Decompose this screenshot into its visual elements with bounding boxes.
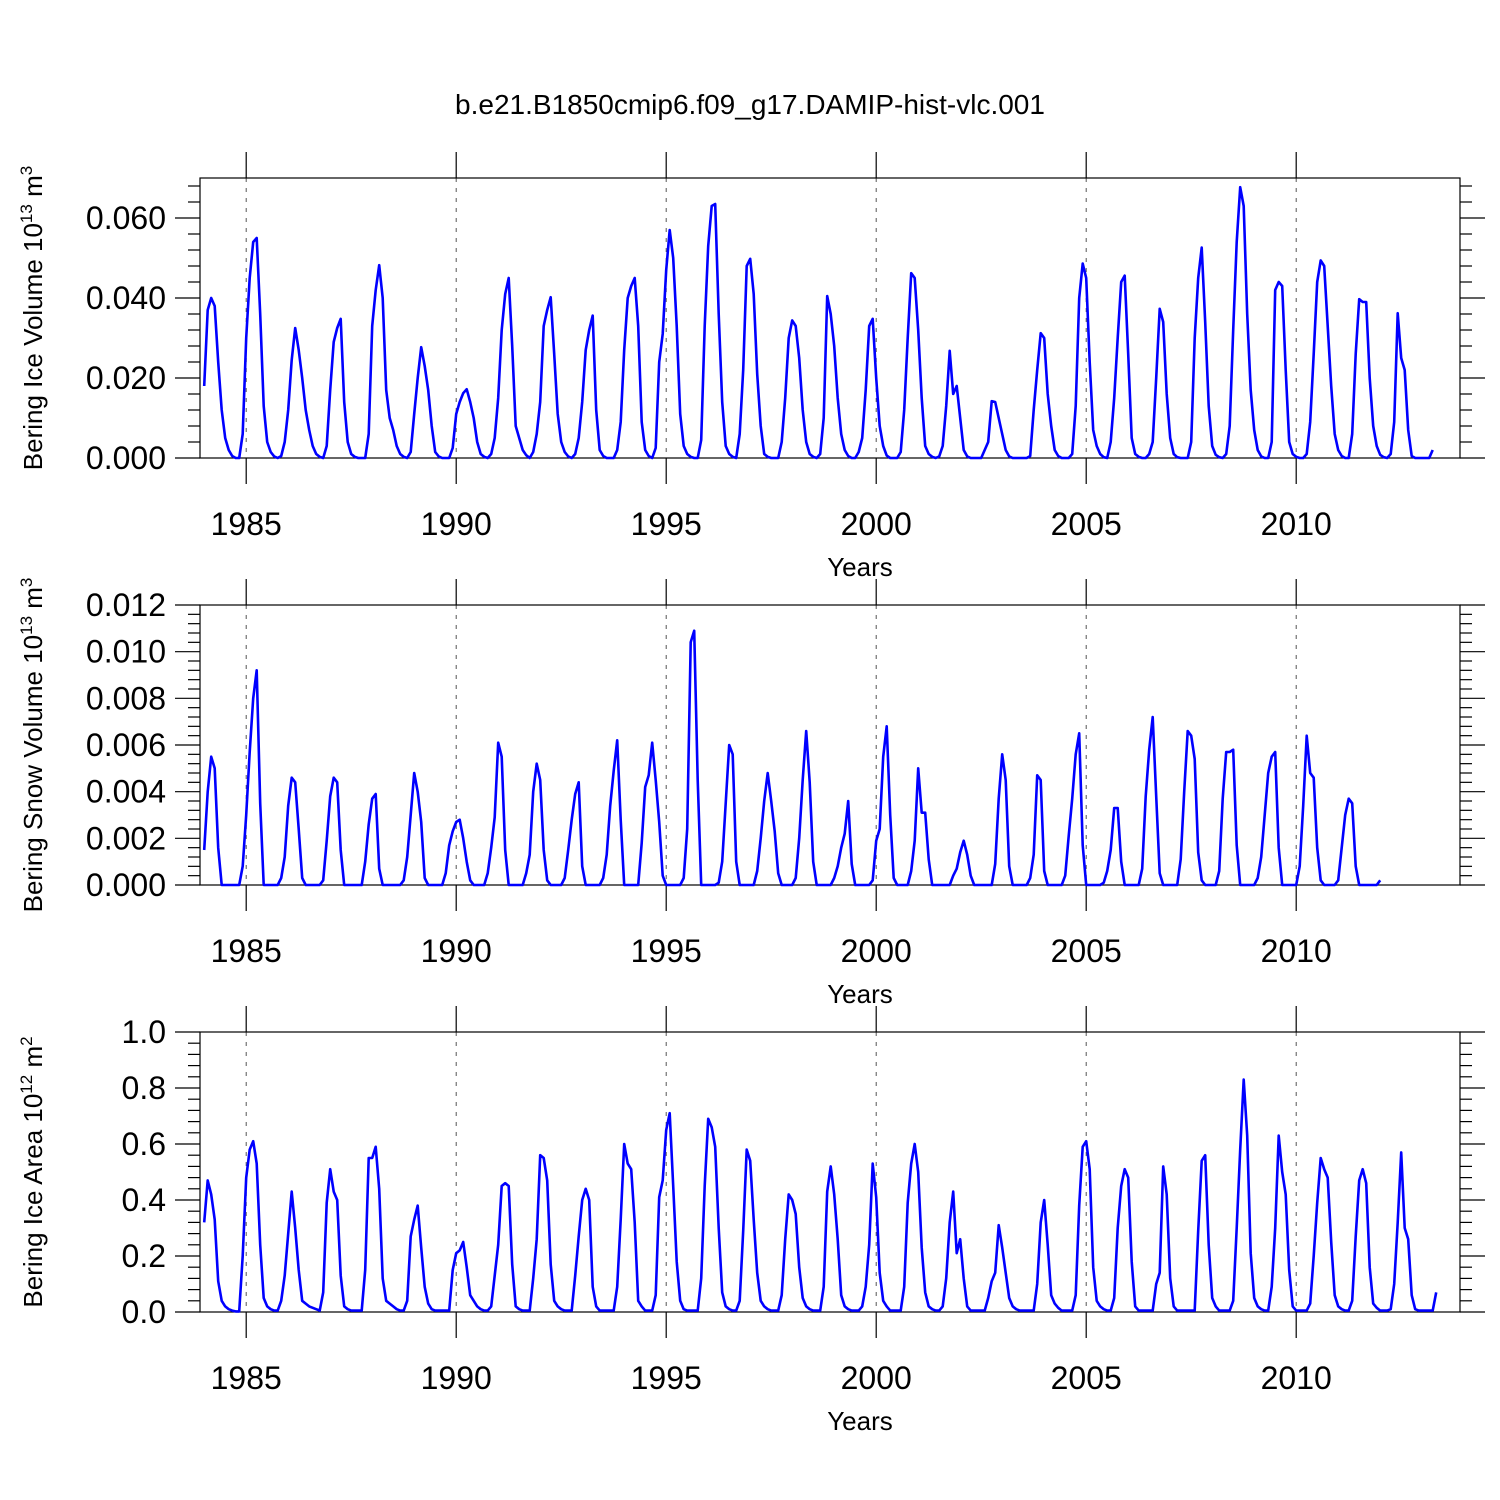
x-tick-label: 2000 — [841, 506, 912, 542]
y-axis-title: Bering Ice Area 1012 m2 — [17, 1036, 48, 1307]
y-tick-label: 0.006 — [86, 727, 166, 763]
y-tick-label: 1.0 — [122, 1014, 166, 1050]
y-tick-label: 0.4 — [122, 1182, 166, 1218]
x-tick-label: 1990 — [421, 933, 492, 969]
y-tick-label: 0.2 — [122, 1238, 166, 1274]
series-line-ice-area — [202, 1078, 1438, 1313]
figure-title: b.e21.B1850cmip6.f09_g17.DAMIP-hist-vlc.… — [455, 89, 1045, 120]
x-tick-label: 2005 — [1051, 933, 1122, 969]
x-tick-label: 1995 — [631, 933, 702, 969]
x-tick-label: 2005 — [1051, 506, 1122, 542]
y-axis-title: Bering Ice Volume 1013 m3 — [17, 166, 48, 470]
x-axis-title: Years — [827, 979, 893, 1009]
plot-frame — [199, 1031, 1461, 1313]
x-axis-title: Years — [827, 552, 893, 582]
x-tick-label: 1990 — [421, 1360, 492, 1396]
series-line-snow-volume — [202, 629, 1382, 887]
x-tick-label: 2010 — [1261, 1360, 1332, 1396]
y-tick-label: 0.002 — [86, 820, 166, 856]
panel-ice-volume: 1985 1990 1995 2000 2005 2010 0.000 0.020 0.040 0… — [17, 152, 1485, 582]
y-tick-label: 0.060 — [86, 200, 166, 236]
x-tick-label: 2000 — [841, 1360, 912, 1396]
panel-ice-area: 1985 1990 1995 2000 2005 2010 0.0 0.2 0.4 0.6 0.8 1… — [17, 1006, 1485, 1436]
plot-frame — [199, 177, 1461, 459]
y-tick-label: 0.0 — [122, 1294, 166, 1330]
y-tick-label: 0.8 — [122, 1070, 166, 1106]
y-tick-label: 0.004 — [86, 774, 166, 810]
y-tick-label: 0.000 — [86, 440, 166, 476]
x-tick-label: 1985 — [211, 506, 282, 542]
x-tick-label: 2010 — [1261, 506, 1332, 542]
y-axis-title: Bering Snow Volume 1013 m3 — [17, 578, 48, 913]
panels: 1985 1990 1995 2000 2005 2010 0.000 0.020 0.040 0… — [17, 152, 1485, 1436]
y-tick-label: 0.000 — [86, 867, 166, 903]
series-line-ice-volume — [202, 185, 1434, 460]
plot-frame — [199, 604, 1461, 886]
x-tick-label: 2010 — [1261, 933, 1332, 969]
panel-snow-volume: 1985 1990 1995 2000 2005 2010 0.000 0.002 0.004 0… — [17, 578, 1485, 1009]
y-tick-label: 0.040 — [86, 280, 166, 316]
x-tick-label: 1990 — [421, 506, 492, 542]
x-tick-label: 1985 — [211, 1360, 282, 1396]
y-tick-label: 0.020 — [86, 360, 166, 396]
x-tick-label: 2000 — [841, 933, 912, 969]
x-tick-label: 1995 — [631, 506, 702, 542]
x-tick-label: 1985 — [211, 933, 282, 969]
x-axis-title: Years — [827, 1406, 893, 1436]
y-tick-label: 0.008 — [86, 680, 166, 716]
y-tick-label: 0.012 — [86, 587, 166, 623]
x-tick-label: 1995 — [631, 1360, 702, 1396]
y-tick-label: 0.010 — [86, 634, 166, 670]
y-tick-label: 0.6 — [122, 1126, 166, 1162]
x-tick-label: 2005 — [1051, 1360, 1122, 1396]
